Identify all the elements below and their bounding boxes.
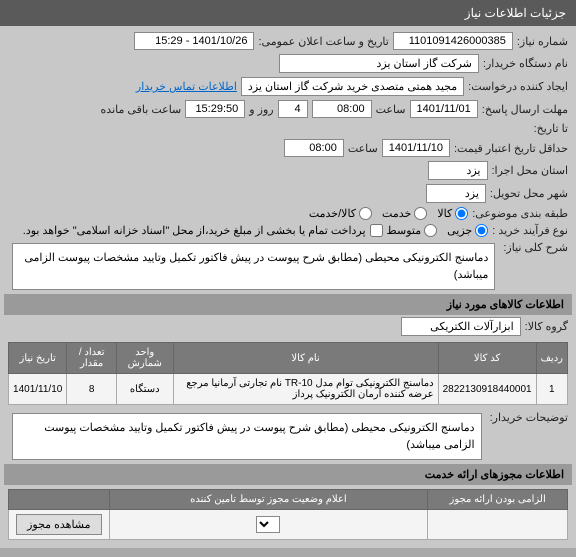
buyer-value: شرکت گاز استان یزد [279,54,479,73]
cell-idx: 1 [536,374,567,405]
panel-header: جزئیات اطلاعات نیاز [0,0,576,26]
need-no-label: شماره نیاز: [517,35,568,48]
th-unit: واحد شمارش [116,343,173,374]
deadline-label: مهلت ارسال پاسخ: [482,103,568,116]
radio-goods[interactable] [455,207,468,220]
cell-code: 2822130918440001 [438,374,536,405]
buy-type-radios: جزیی متوسط [387,224,489,237]
items-table-wrap: ردیف کد کالا نام کالا واحد شمارش تعداد /… [8,342,568,405]
buy-type-label: نوع فرآیند خرید : [492,224,568,237]
table-row[interactable]: 1 2822130918440001 دماسنج الکترونیکی توا… [9,374,568,405]
deliver-city-label: شهر محل تحویل: [490,187,568,200]
permit-row: مشاهده مجوز [9,510,568,540]
permits-section-title: اطلاعات مجوزهای ارائه خدمت [4,464,572,485]
permit-status-select[interactable] [256,516,280,533]
radio-medium[interactable] [424,224,437,237]
items-section-title: اطلاعات کالاهای مورد نیاز [4,294,572,315]
price-valid-date: 1401/11/10 [382,139,450,157]
price-valid-time-label: ساعت [348,142,378,155]
price-valid-time: 08:00 [284,139,344,157]
until-label: تا تاریخ: [534,122,568,135]
th-date: تاریخ نیاز [9,343,67,374]
th-permit-status: اعلام وضعیت مجوز توسط تامین کننده [109,490,428,510]
remain-day-label: روز و [249,103,273,116]
th-code: کد کالا [438,343,536,374]
creator-value: مجید همتی متصدی خرید شرکت گاز استان یزد [241,77,464,96]
remain-time: 15:29:50 [185,100,245,118]
group-value: ابزارآلات الکتریکی [401,317,521,336]
category-radios: کالا خدمت کالا/خدمت [309,207,468,220]
desc-text: دماسنج الکترونیکی محیطی (مطابق شرح پیوست… [12,243,495,290]
radio-service[interactable] [414,207,427,220]
radio-goods-service[interactable] [359,207,372,220]
deadline-time: 08:00 [312,100,372,118]
cell-qty: 8 [67,374,117,405]
deadline-time-label: ساعت [376,103,406,116]
th-name: نام کالا [173,343,438,374]
details-section: شماره نیاز: 1101091426000385 تاریخ و ساع… [0,26,576,548]
cell-unit: دستگاه [116,374,173,405]
exec-state-label: استان محل اجرا: [492,164,569,177]
th-qty: تعداد / مقدار [67,343,117,374]
price-valid-label: حداقل تاریخ اعتبار قیمت: [454,142,568,155]
deadline-date: 1401/11/01 [410,100,478,118]
remain-suffix: ساعت باقی مانده [101,103,182,116]
buyer-label: نام دستگاه خریدار: [483,57,568,70]
buyer-note-label: توضیحات خریدار: [490,411,568,424]
cell-date: 1401/11/10 [9,374,67,405]
group-label: گروه کالا: [525,320,568,333]
treasury-checkbox[interactable] [370,224,383,237]
radio-partial[interactable] [475,224,488,237]
buyer-note: دماسنج الکترونیکی محیطی (مطابق شرح پیوست… [12,413,482,460]
exec-state: یزد [428,161,488,180]
permits-table: الزامی بودن ارائه مجوز اعلام وضعیت مجوز … [8,489,568,540]
announce-label: تاریخ و ساعت اعلان عمومی: [258,35,388,48]
creator-label: ایجاد کننده درخواست: [468,80,568,93]
items-table: ردیف کد کالا نام کالا واحد شمارش تعداد /… [8,342,568,405]
category-label: طبقه بندی موضوعی: [472,207,568,220]
deliver-city: یزد [426,184,486,203]
cell-name: دماسنج الکترونیکی توام مدل TR-10 نام تجا… [173,374,438,405]
view-permit-button[interactable]: مشاهده مجوز [16,514,101,535]
panel-title: جزئیات اطلاعات نیاز [465,6,566,20]
remain-days: 4 [278,100,308,118]
treasury-note: پرداخت تمام یا بخشی از مبلغ خرید،از محل … [23,224,366,237]
contact-link[interactable]: اطلاعات تماس خریدار [136,80,237,93]
th-row: ردیف [536,343,567,374]
need-no-value: 1101091426000385 [393,32,513,50]
announce-value: 1401/10/26 - 15:29 [134,32,254,50]
th-permit-mandatory: الزامی بودن ارائه مجوز [428,490,568,510]
desc-label: شرح کلی نیاز: [503,241,568,254]
